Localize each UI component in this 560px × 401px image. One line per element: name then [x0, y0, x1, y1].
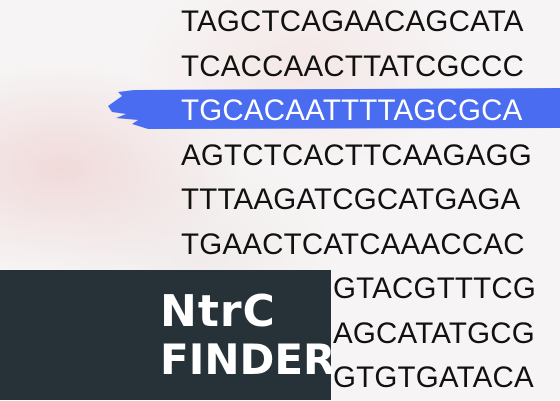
sequence-line: GTACGTTTCG — [333, 272, 537, 305]
sequence-line: TTTAAGATCGCATGAGA — [181, 183, 521, 216]
sequence-line: AGCATATGCG — [333, 316, 535, 350]
sequence-line: AGTCTCACTTCAAGAGG — [181, 138, 532, 172]
highlight-brush-stroke — [108, 88, 560, 129]
logo-title-line1: NtrC — [160, 286, 276, 337]
sequence-list: TAGCTCAGAACAGCATA TCACCAACTTATCGCCC TGCA… — [181, 0, 536, 401]
logo-title-line2: FINDER — [160, 335, 336, 384]
sequence-line: GTGTGATACA — [333, 361, 534, 394]
logo-box — [0, 270, 331, 400]
sequence-line: TCACCAACTTATCGCCC — [181, 49, 525, 83]
sequence-line: TGAACTCATCAAACCAC — [181, 227, 525, 261]
sequence-line: TAGCTCAGAACAGCATA — [181, 5, 524, 38]
sequence-line-highlighted: TGCACAATTTTAGCGCA — [181, 94, 523, 127]
